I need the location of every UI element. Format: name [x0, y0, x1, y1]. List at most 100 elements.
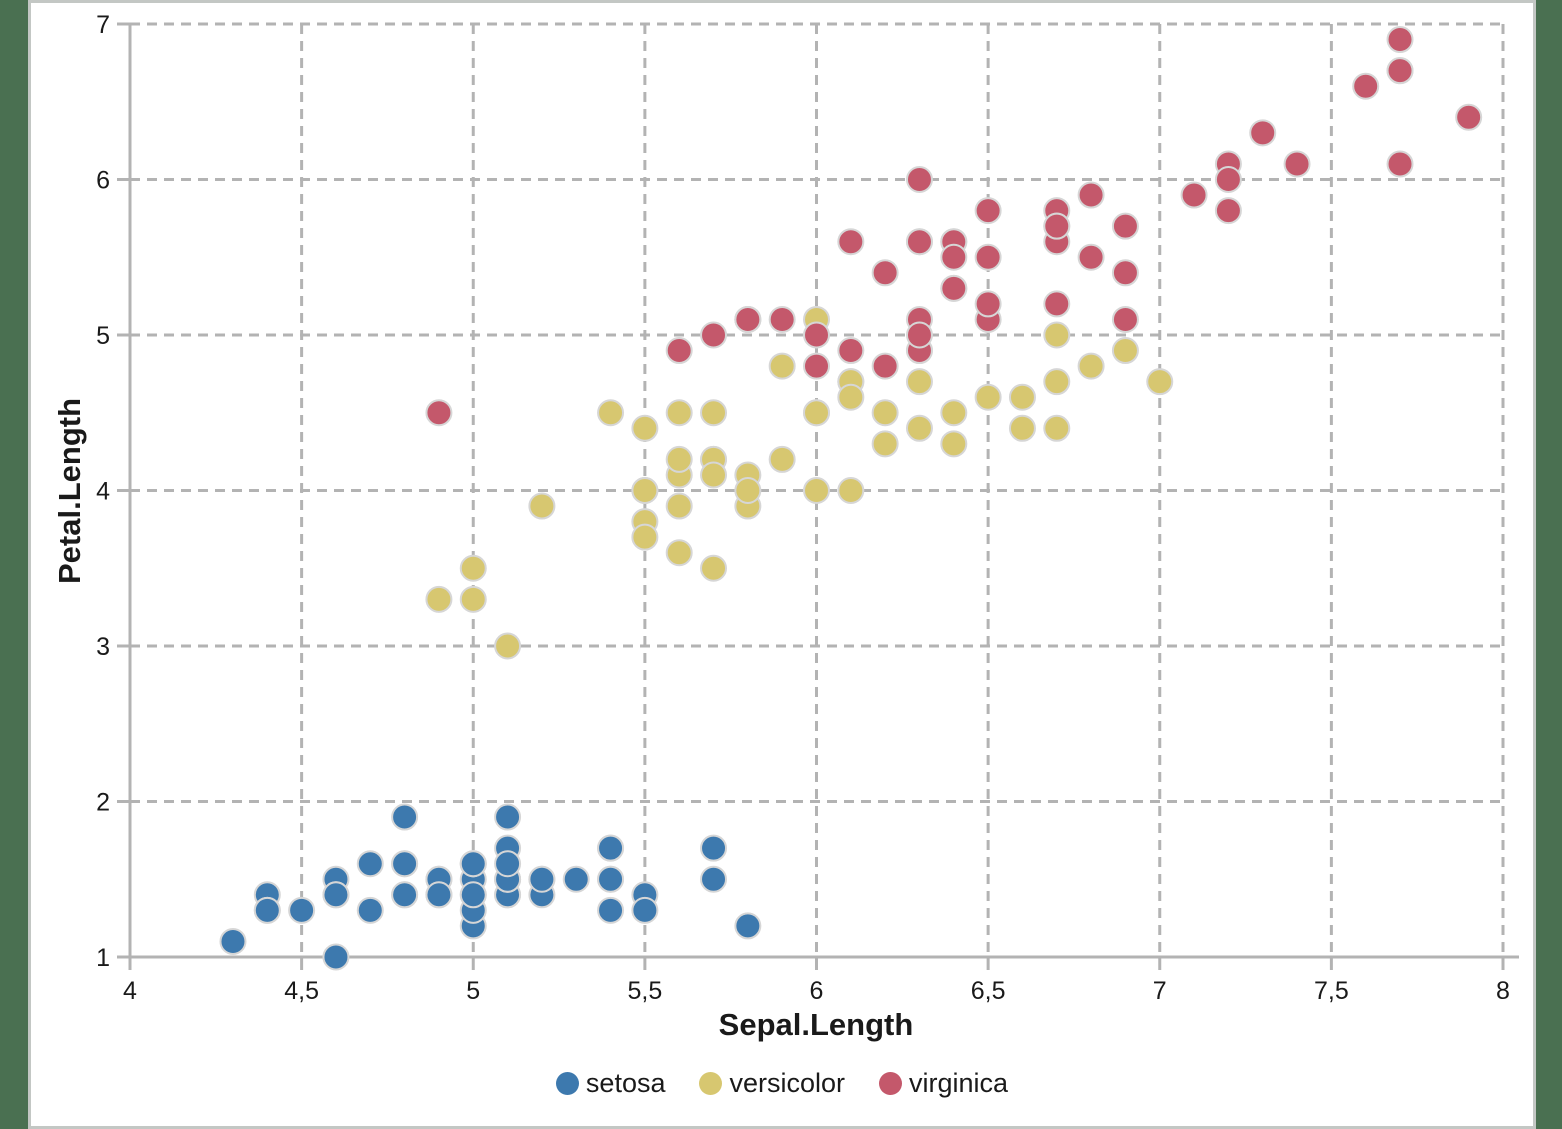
x-tick-label: 7 [1153, 977, 1167, 1005]
chart-canvas [28, 0, 1536, 1129]
data-point [1111, 259, 1139, 287]
data-point [768, 352, 796, 380]
tick-marks [117, 22, 1505, 970]
data-point [288, 896, 316, 924]
data-point [562, 865, 590, 893]
data-point [1077, 352, 1105, 380]
data-point [253, 896, 281, 924]
data-point [219, 927, 247, 955]
x-tick-label: 6 [810, 977, 824, 1005]
data-point [803, 321, 830, 349]
data-point [837, 477, 865, 504]
data-point [837, 383, 865, 411]
data-point [940, 430, 968, 458]
data-point [1008, 414, 1036, 442]
legend-dot-virginica [879, 1072, 903, 1095]
data-points [219, 26, 1483, 971]
data-point [494, 850, 522, 878]
data-point [459, 881, 487, 909]
data-point [905, 414, 933, 442]
data-point [631, 477, 659, 504]
data-point [700, 834, 728, 862]
data-point [597, 834, 625, 862]
data-point [1008, 383, 1036, 411]
data-point [1043, 290, 1071, 318]
x-tick-label: 6,5 [971, 977, 1006, 1005]
data-point [1111, 337, 1139, 365]
legend-label-versicolor: versicolor [729, 1068, 846, 1098]
data-point [528, 492, 556, 520]
data-point [665, 337, 693, 365]
x-tick-label: 4 [123, 977, 137, 1005]
data-point [1455, 103, 1483, 131]
data-point [494, 803, 522, 831]
y-tick-label: 4 [96, 478, 110, 506]
data-point [768, 305, 796, 333]
data-point [905, 321, 933, 349]
y-tick-label: 3 [96, 633, 110, 661]
data-point [1180, 181, 1208, 209]
data-point [459, 554, 487, 582]
data-point [1386, 26, 1414, 54]
legend-dot-versicolor [699, 1072, 723, 1095]
data-point [665, 539, 693, 567]
data-point [803, 399, 830, 427]
data-point [700, 321, 728, 349]
legend-item-versicolor: versicolor [699, 1068, 845, 1099]
data-point [837, 228, 865, 256]
legend: setosa versicolor virginica [28, 1068, 1536, 1099]
data-point [665, 399, 693, 427]
data-point [425, 399, 453, 427]
x-axis-title: Sepal.Length [719, 1007, 914, 1042]
y-axis-title: Petal.Length [52, 398, 87, 584]
legend-dot-setosa [555, 1072, 579, 1095]
data-point [734, 477, 762, 504]
legend-item-setosa: setosa [555, 1068, 665, 1099]
y-tick-label: 2 [96, 789, 110, 817]
x-tick-label: 5,5 [627, 977, 662, 1005]
data-point [322, 943, 350, 971]
data-point [974, 197, 1002, 225]
data-point [803, 352, 830, 380]
data-point [871, 259, 899, 287]
y-tick-label: 1 [96, 944, 110, 972]
data-point [734, 305, 762, 333]
data-point [597, 865, 625, 893]
data-point [700, 399, 728, 427]
data-point [356, 850, 384, 878]
data-point [1043, 368, 1071, 396]
data-point [1283, 150, 1311, 178]
x-tick-label: 8 [1496, 977, 1510, 1005]
data-point [631, 523, 659, 551]
data-point [905, 166, 933, 193]
data-point [631, 896, 659, 924]
data-point [871, 399, 899, 427]
data-point [871, 430, 899, 458]
data-point [734, 912, 762, 940]
data-point [597, 399, 625, 427]
data-point [871, 352, 899, 380]
x-tick-label: 5 [466, 977, 480, 1005]
data-point [1249, 119, 1277, 147]
data-point [700, 554, 728, 582]
data-point [974, 383, 1002, 411]
gridlines [130, 22, 1505, 957]
data-point [768, 445, 796, 473]
data-point [905, 228, 933, 256]
data-point [597, 896, 625, 924]
y-tick-label: 6 [96, 167, 110, 195]
data-point [528, 865, 556, 893]
data-point [940, 399, 968, 427]
data-point [1386, 150, 1414, 178]
data-point [700, 865, 728, 893]
data-point [459, 850, 487, 878]
data-point [1077, 243, 1105, 271]
data-point [425, 881, 453, 909]
data-point [974, 243, 1002, 271]
data-point [1043, 414, 1071, 442]
data-point [1352, 72, 1380, 100]
data-point [322, 881, 350, 909]
data-point [631, 414, 659, 442]
